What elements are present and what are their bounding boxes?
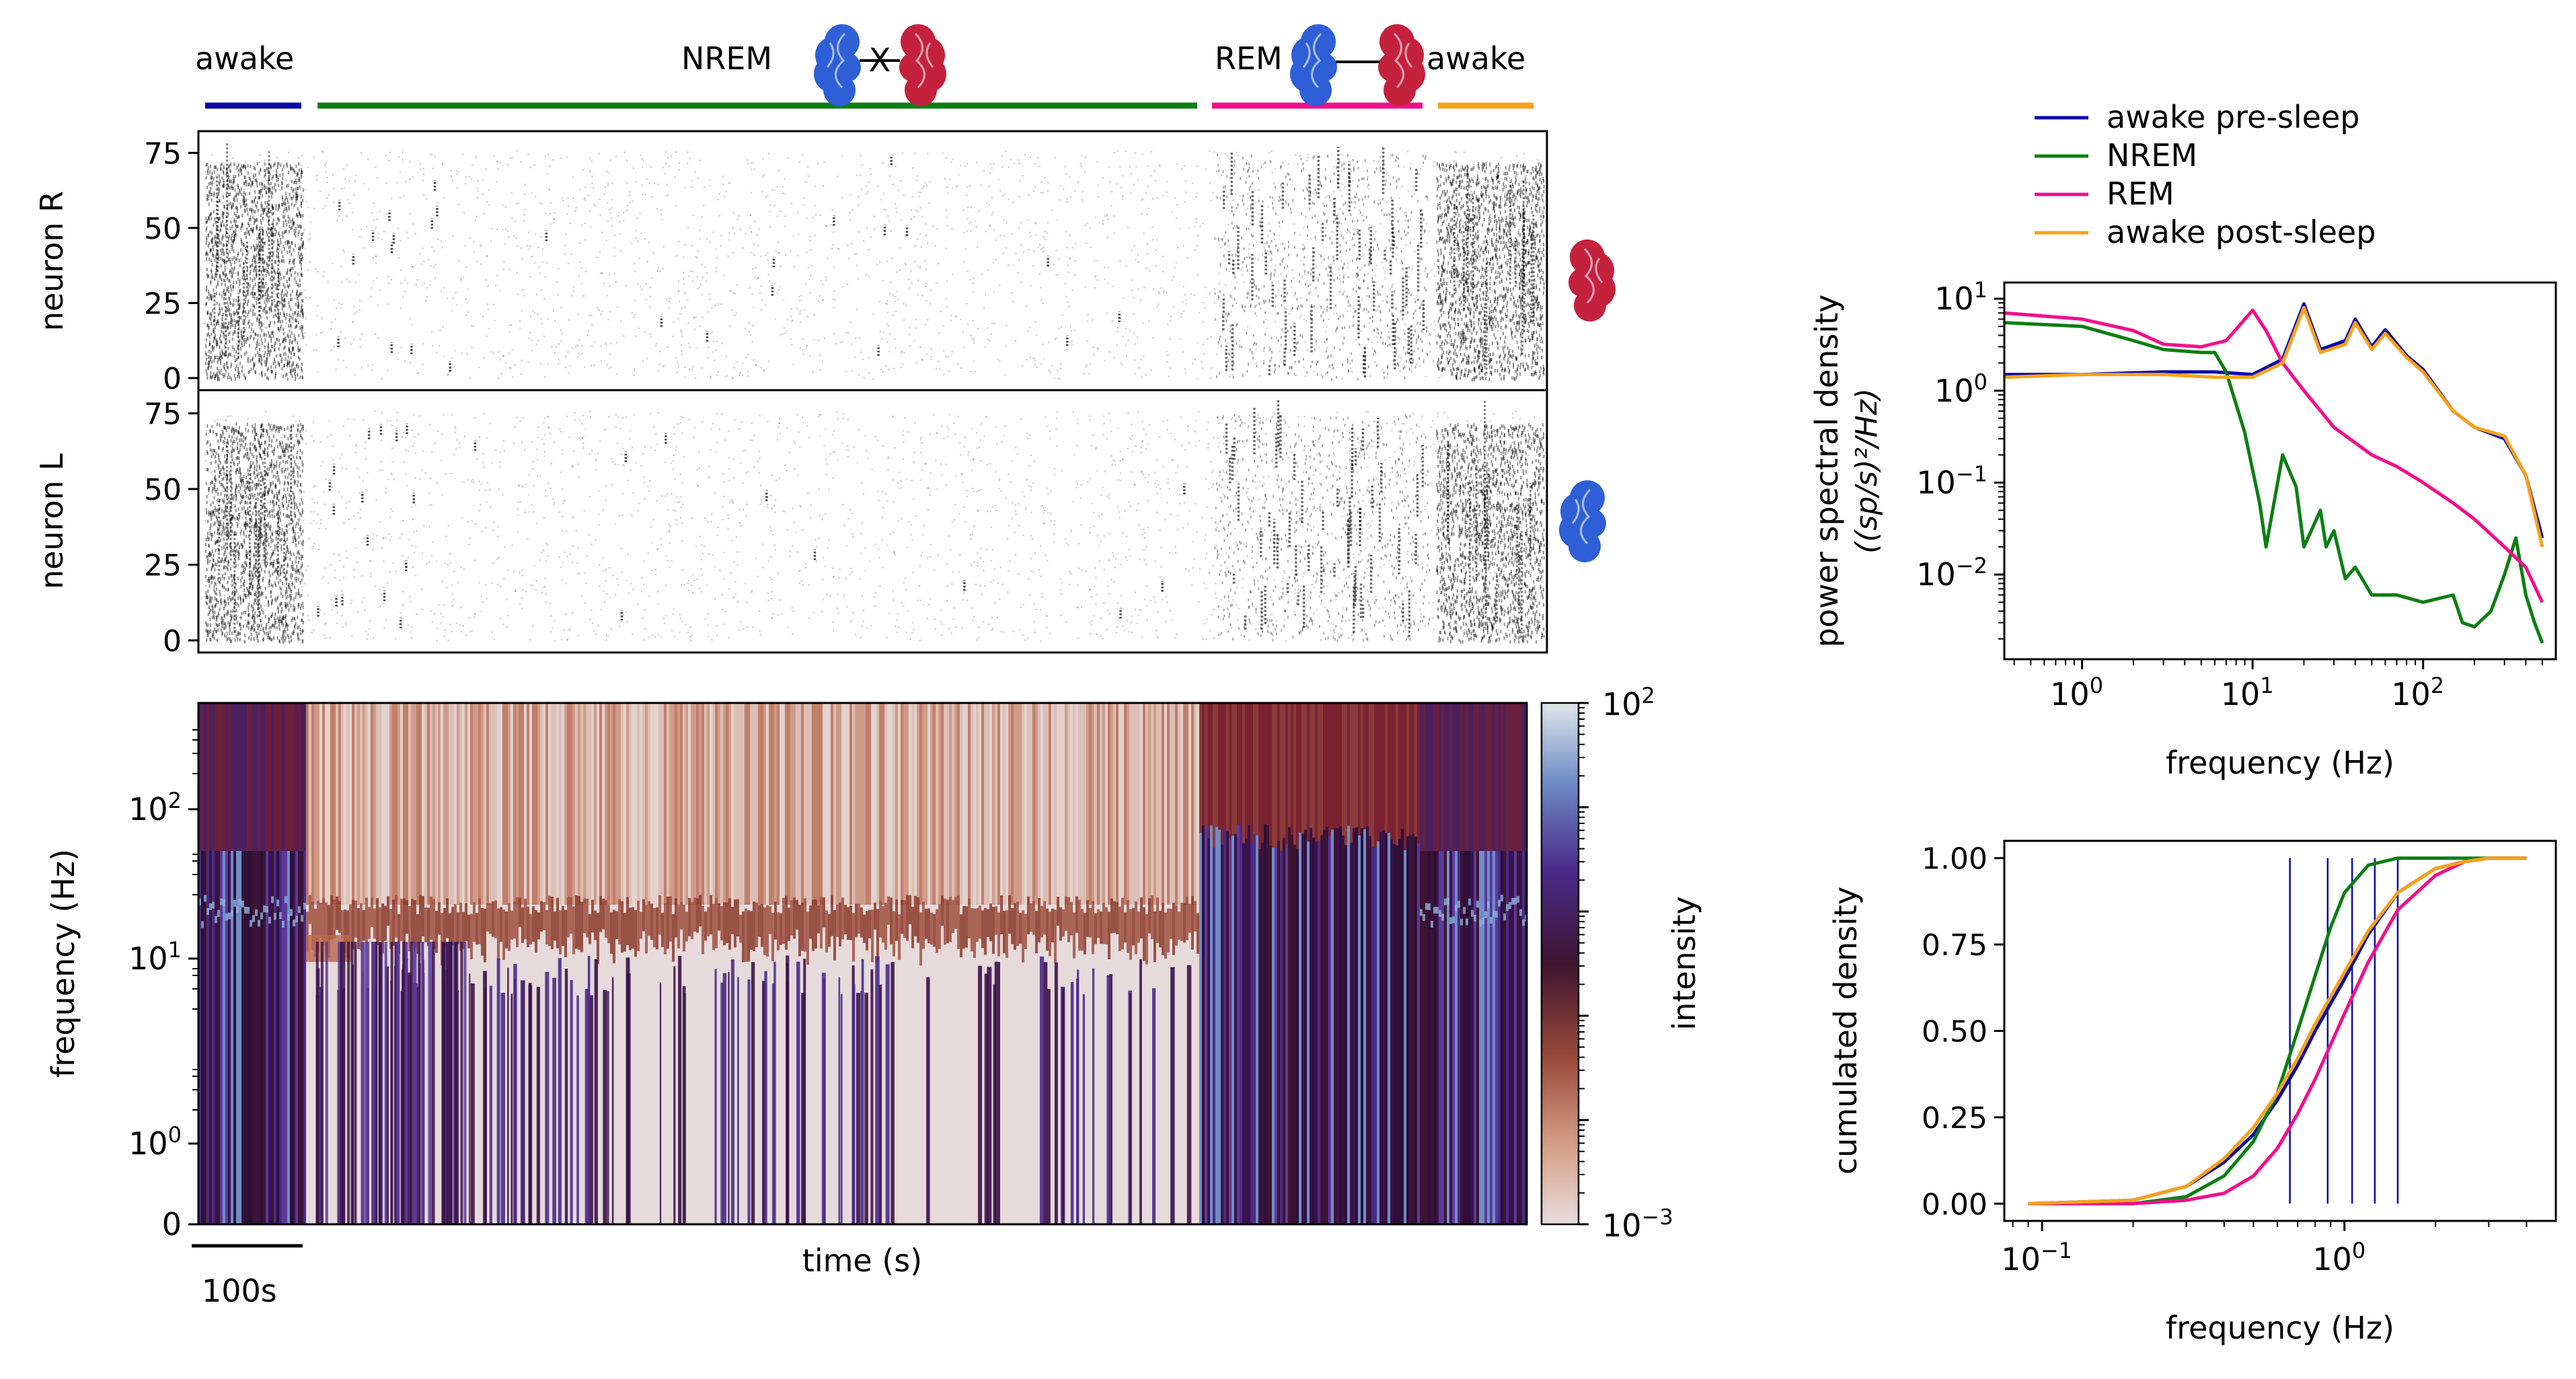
legend-entry: NREM xyxy=(2107,137,2197,174)
psd-xlabel: frequency (Hz) xyxy=(2166,745,2394,781)
raster-ytick-label: 25 xyxy=(144,287,182,321)
stage-label-nrem: NREM xyxy=(681,40,772,77)
cumulative-ytick-label: 0.25 xyxy=(1922,1101,1987,1135)
cumulative-line-awake-post-sleep xyxy=(2028,856,2527,1205)
stage-label-rem: REM xyxy=(1215,40,1283,77)
spectrogram-ytick-label: 0 xyxy=(162,1206,182,1242)
hemisphere-disconnect-icon: X xyxy=(869,42,891,79)
spectrogram-yticks: 0 100 101 102 xyxy=(128,729,198,1242)
psd-line-awake-post-sleep xyxy=(2004,305,2544,548)
psd-xtick-label: 101 xyxy=(2221,673,2274,712)
brain-left-hemisphere-icon xyxy=(814,24,861,106)
cumulative-line-NREM xyxy=(2028,856,2527,1205)
psd-xtick-label: 102 xyxy=(2391,673,2444,712)
spectrogram-image xyxy=(198,703,1527,1224)
raster-ytick-label: 50 xyxy=(144,212,182,246)
stage-label-awake-post: awake xyxy=(1427,40,1525,77)
colorbar-max-label: 102 xyxy=(1602,683,1655,722)
psd-ytick-label: 101 xyxy=(1934,277,1987,317)
spectrogram-frame xyxy=(197,702,1528,1226)
spectrogram-ytick-label: 102 xyxy=(128,788,182,827)
cumulative-ytick-label: 0.75 xyxy=(1922,928,1987,963)
raster-ytick-label: 0 xyxy=(163,624,182,659)
cumulative-line-awake-pre-sleep xyxy=(2028,856,2527,1205)
cumulative-ticks: 0.00 0.25 0.50 0.75 1.00 10−1 100 xyxy=(1922,842,2528,1277)
cumulative-ytick-label: 0.50 xyxy=(1922,1015,1987,1049)
colorbar-ticks xyxy=(1579,702,1589,1226)
cumulative-series xyxy=(2028,856,2527,1205)
raster-bottom-frame xyxy=(197,389,1548,654)
raster-ytick-label: 75 xyxy=(144,137,182,171)
raster-top-ylabel: neuron R xyxy=(34,191,70,331)
cumulative-ytick-label: 1.00 xyxy=(1922,842,1987,877)
cumulative-xlabel: frequency (Hz) xyxy=(2166,1310,2394,1346)
colorbar-min-label: 10−3 xyxy=(1602,1204,1673,1244)
psd-line-REM xyxy=(2004,308,2544,603)
cumulative-line-REM xyxy=(2028,856,2527,1205)
psd-ytick-label: 100 xyxy=(1934,369,1987,409)
psd-line-NREM xyxy=(2004,321,2544,644)
cumulative-ylabel: cumulated density xyxy=(1827,887,1864,1175)
legend-entry: awake pre-sleep xyxy=(2107,99,2359,135)
psd-ytick-label: 10−2 xyxy=(1916,553,1987,593)
brain-left-hemisphere-icon xyxy=(1559,480,1606,562)
raster-right-hemisphere xyxy=(204,143,1545,381)
raster-ytick-label: 0 xyxy=(163,362,182,396)
brain-right-hemisphere-icon xyxy=(1568,239,1616,322)
spectrogram-ylabel: frequency (Hz) xyxy=(45,849,81,1078)
psd-series xyxy=(2004,302,2544,644)
colorbar xyxy=(1540,702,1580,1226)
raster-ytick-label: 75 xyxy=(144,398,182,432)
psd-frame xyxy=(2003,281,2557,661)
stage-label-awake-pre: awake xyxy=(195,40,294,77)
raster-left-hemisphere xyxy=(204,398,1545,644)
legend-entry: REM xyxy=(2107,176,2174,212)
cumulative-xtick-label: 10−1 xyxy=(2001,1238,2072,1277)
brain-right-hemisphere-icon xyxy=(1378,24,1425,106)
brain-left-hemisphere-icon xyxy=(1290,24,1337,106)
stage-header: awake NREM REM awake X xyxy=(195,24,1533,109)
psd-ytick-label: 10−1 xyxy=(1916,461,1987,500)
colorbar-label: intensity xyxy=(1666,896,1702,1030)
raster-ytick-label: 50 xyxy=(144,473,182,507)
cumulative-frame xyxy=(2003,840,2557,1222)
spectrogram-ytick-label: 100 xyxy=(128,1122,182,1162)
cumulative-xtick-label: 100 xyxy=(2312,1238,2365,1277)
psd-ticks: 100 101 102 10−2 10−1 100 101 xyxy=(1916,277,2543,712)
spectrogram-xlabel: time (s) xyxy=(802,1242,922,1279)
raster-ytick-label: 25 xyxy=(144,549,182,583)
cumulative-ytick-label: 0.00 xyxy=(1922,1187,1987,1222)
psd-ylabel-units: ((sp/s)²/Hz) xyxy=(1850,388,1884,554)
psd-ylabel: power spectral density xyxy=(1809,295,1845,648)
legend-entry: awake post-sleep xyxy=(2107,214,2376,250)
spectrogram-ytick-label: 101 xyxy=(128,937,182,977)
cumulative-panel: 0.00 0.25 0.50 0.75 1.00 10−1 100 frequency (H… xyxy=(1827,840,2557,1346)
raster-bottom-ylabel: neuron L xyxy=(34,453,70,589)
brain-right-hemisphere-icon xyxy=(899,24,946,106)
psd-xtick-label: 100 xyxy=(2050,673,2103,712)
time-scalebar-label: 100s xyxy=(202,1273,277,1309)
